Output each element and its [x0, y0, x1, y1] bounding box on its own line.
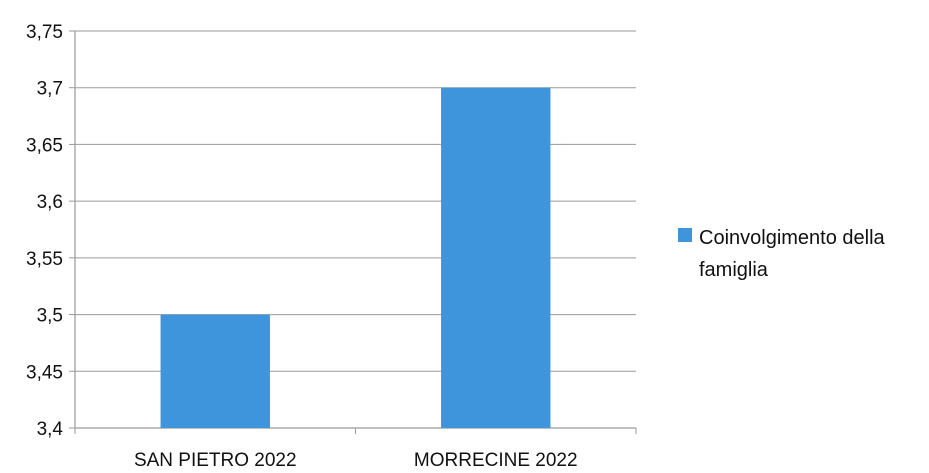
y-tick-label: 3,55 — [26, 249, 63, 270]
legend-label-line2: famiglia — [699, 259, 769, 281]
x-category-label: MORRECINE 2022 — [414, 450, 578, 471]
bars — [160, 87, 551, 428]
y-tick-label: 3,75 — [26, 22, 63, 43]
bar-morrecine-2022 — [441, 87, 551, 428]
y-tick-label: 3,65 — [26, 135, 63, 156]
axes — [74, 31, 636, 429]
legend: Coinvolgimento della famiglia — [678, 227, 886, 281]
legend-swatch — [678, 228, 692, 242]
y-tick-label: 3,45 — [26, 362, 63, 383]
y-tick-label: 3,7 — [37, 79, 63, 100]
bar-san-pietro-2022 — [160, 314, 270, 428]
legend-label-line1: Coinvolgimento della — [699, 227, 886, 249]
x-category-label: SAN PIETRO 2022 — [134, 450, 297, 471]
y-tick-label: 3,4 — [37, 419, 64, 440]
y-tick-label: 3,5 — [37, 306, 63, 327]
y-tick-labels: 3,4 3,45 3,5 3,55 3,6 3,65 3,7 3,75 — [26, 22, 63, 440]
x-ticks: SAN PIETRO 2022 MORRECINE 2022 — [74, 428, 637, 471]
gridlines — [69, 30, 636, 429]
y-tick-label: 3,6 — [37, 192, 63, 213]
